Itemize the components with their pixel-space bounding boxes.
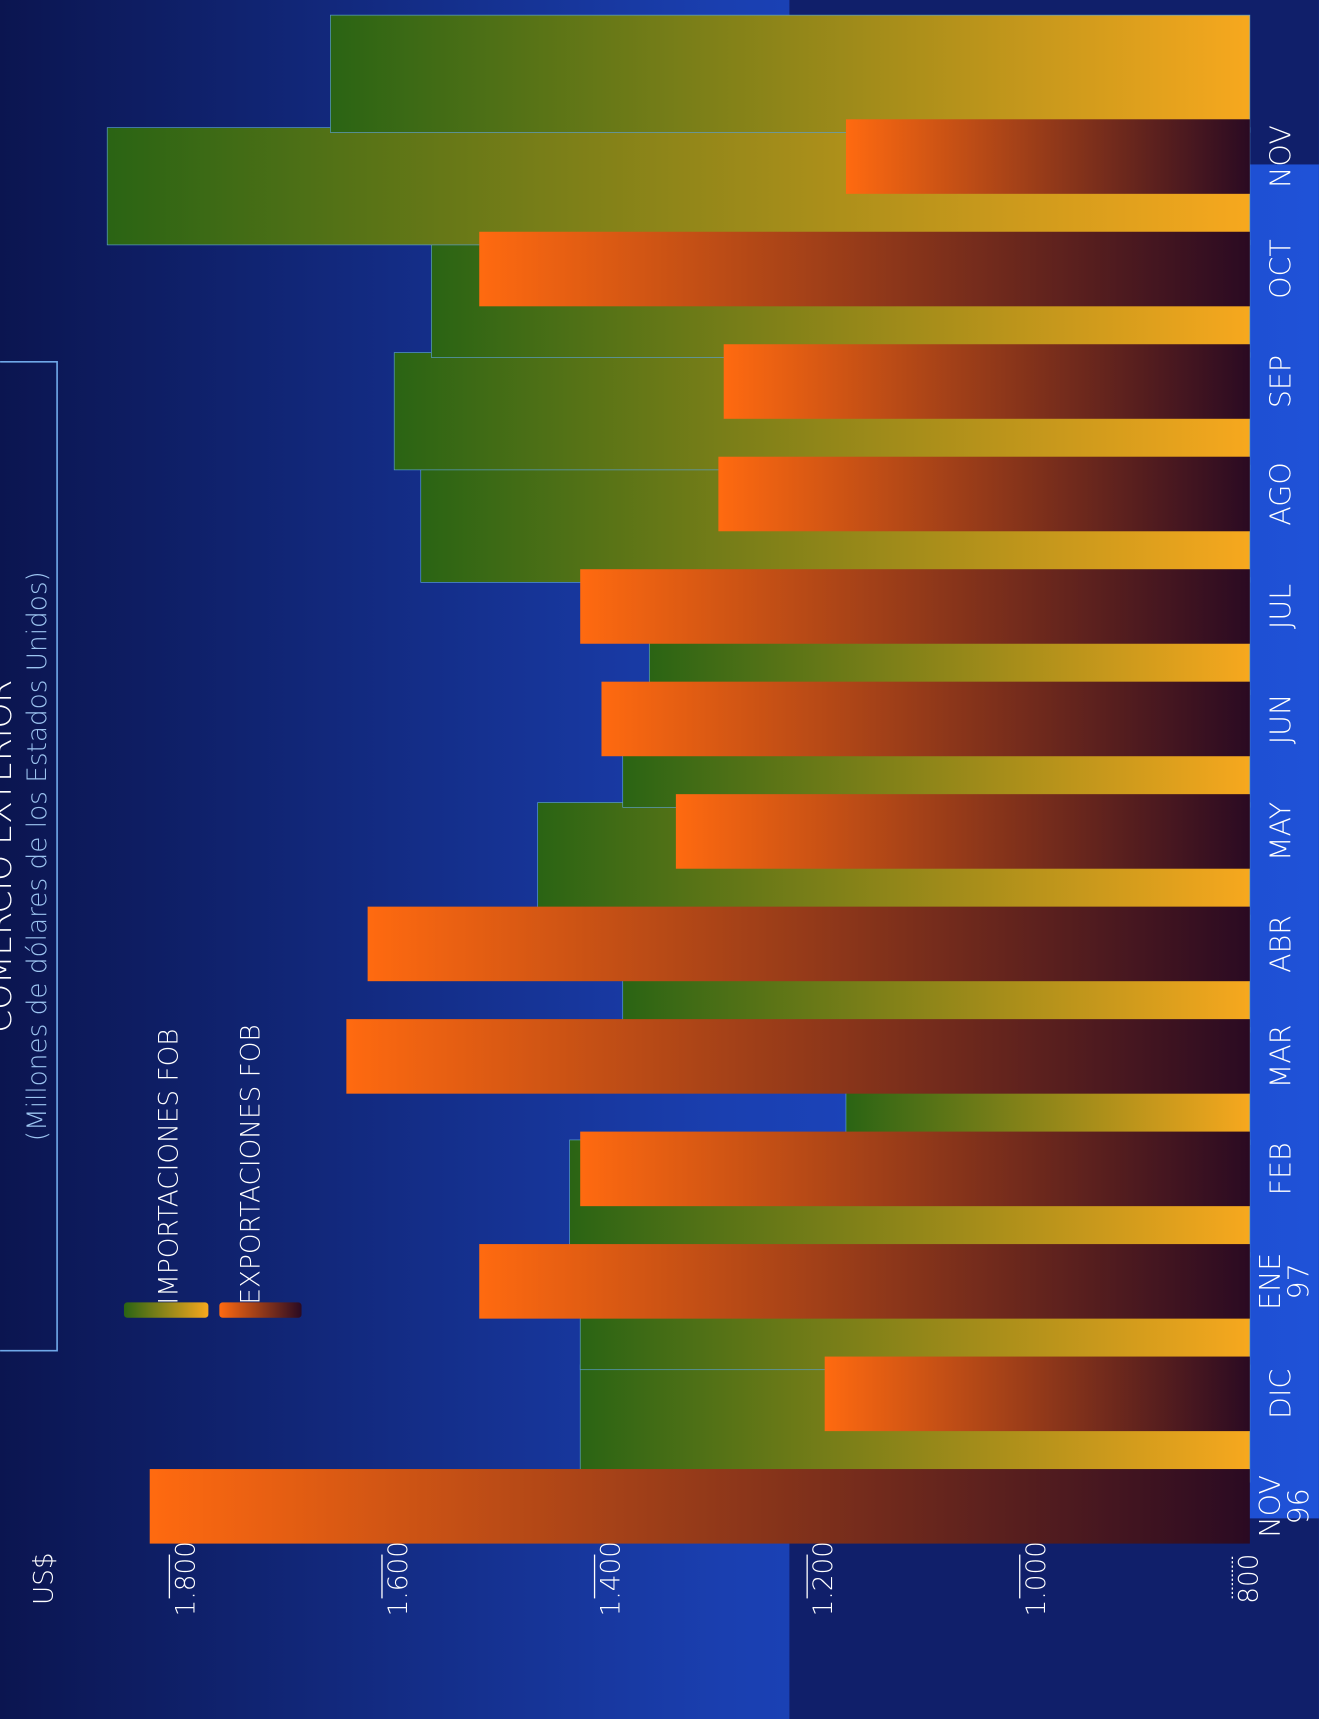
import-bar (330, 14, 1251, 133)
x-tick-label: JUN (1265, 694, 1298, 745)
export-bar (723, 344, 1250, 419)
x-tick-label: AGO (1265, 462, 1298, 526)
export-bar (824, 1356, 1250, 1432)
export-bar (367, 906, 1250, 982)
export-bar (580, 1131, 1250, 1207)
x-tick-label: JUL (1265, 584, 1298, 629)
x-tick-label: DIC (1265, 1369, 1298, 1419)
x-tick-label: FEB (1265, 1142, 1298, 1195)
x-tick-label: OCT (1265, 239, 1298, 299)
export-bar (346, 1019, 1250, 1094)
y-tick-label: 1.200 (809, 1541, 839, 1616)
y-tick-label: 1.400 (597, 1541, 627, 1616)
x-tick-label: MAR (1265, 1024, 1298, 1088)
export-bar (675, 794, 1250, 869)
export-bar (479, 231, 1250, 307)
export-bar (149, 1469, 1250, 1544)
x-tick-label: MAY (1265, 802, 1298, 861)
y-tick-label: 1.000 (1022, 1541, 1052, 1616)
chart-title: COMERCIO EXTERIOR (0, 680, 19, 1033)
export-bar (845, 119, 1250, 194)
title-frame (0, 360, 58, 1352)
legend-swatch (219, 1302, 302, 1318)
legend-label: IMPORTACIONES FOB (155, 1028, 185, 1304)
export-bar (479, 1244, 1250, 1319)
x-tick-label: SEP (1265, 355, 1298, 408)
y-tick-label: 1.800 (171, 1541, 201, 1616)
x-tick-label: ENE97 (1254, 1253, 1316, 1310)
y-axis-label: US$ (30, 1552, 60, 1605)
tick-label-line: 96 (1282, 1488, 1315, 1524)
tick-label-line: 97 (1282, 1263, 1315, 1299)
x-tick-label: NOV96 (1254, 1475, 1316, 1538)
chart-subtitle: (Millones de dólares de los Estados Unid… (23, 571, 53, 1141)
y-tick-label: 800 (1234, 1554, 1264, 1604)
x-tick-label: ABR (1265, 915, 1298, 973)
export-bar (601, 681, 1250, 757)
export-bar (580, 569, 1250, 644)
legend-label: EXPORTACIONES FOB (237, 1024, 267, 1304)
x-tick-label: NOV (1265, 125, 1298, 188)
tick-label-line: ENE (1254, 1253, 1287, 1310)
y-tick-label: 1.600 (384, 1541, 414, 1616)
legend-swatch (123, 1302, 209, 1318)
background-band (789, 1518, 1319, 1719)
tick-label-line: NOV (1254, 1475, 1287, 1538)
export-bar (718, 456, 1250, 532)
rotated-chart: COMERCIO EXTERIOR (Millones de dólares d… (0, 14, 1316, 1616)
